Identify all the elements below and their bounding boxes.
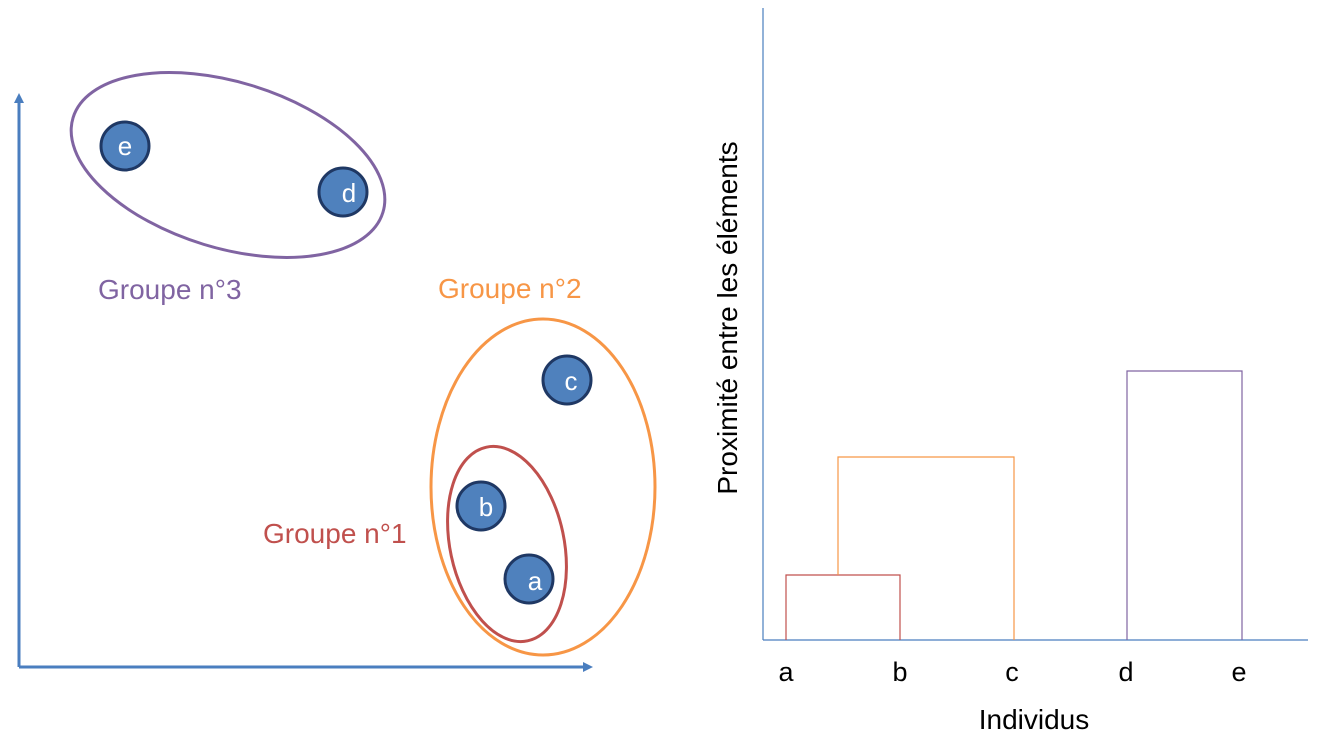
group-2-ellipse bbox=[429, 317, 657, 657]
point-b-label: b bbox=[479, 492, 493, 522]
point-a-label: a bbox=[528, 566, 543, 596]
leaf-label-a: a bbox=[778, 657, 794, 687]
dendrogram-axes bbox=[762, 8, 1308, 641]
scatter-points: e d c b a bbox=[99, 120, 593, 605]
point-b-marker bbox=[455, 480, 507, 532]
group-3-label: Groupe n°3 bbox=[98, 274, 242, 305]
leaf-label-c: c bbox=[1005, 657, 1019, 687]
dendrogram-y-axis-label: Proximité entre les éléments bbox=[712, 141, 743, 494]
group-ellipses bbox=[69, 71, 657, 657]
point-a-marker bbox=[503, 553, 555, 605]
branch-de bbox=[1126, 370, 1243, 640]
dendrogram-leaf-labels: a b c d e bbox=[778, 657, 1246, 687]
scatter-axes bbox=[14, 93, 593, 672]
point-a: a bbox=[503, 553, 555, 605]
point-c-marker bbox=[541, 354, 593, 406]
dendrogram-x-axis-label: Individus bbox=[979, 704, 1090, 735]
point-e-marker bbox=[99, 120, 151, 172]
dendrogram-branches bbox=[785, 370, 1243, 640]
point-e-label: e bbox=[118, 131, 132, 161]
point-d-label: d bbox=[342, 178, 356, 208]
branch-ab bbox=[785, 574, 901, 640]
leaf-label-b: b bbox=[892, 657, 907, 687]
group-1-label: Groupe n°1 bbox=[263, 518, 407, 549]
group-labels: Groupe n°3 Groupe n°2 Groupe n°1 bbox=[98, 273, 582, 549]
point-c: c bbox=[541, 354, 593, 406]
point-c-label: c bbox=[565, 366, 578, 396]
point-d-marker bbox=[317, 166, 369, 218]
group-1-ellipse bbox=[446, 444, 568, 644]
point-d: d bbox=[317, 166, 369, 218]
leaf-label-e: e bbox=[1231, 657, 1246, 687]
point-b: b bbox=[455, 480, 507, 532]
branch-abc bbox=[837, 456, 1015, 640]
group-2-label: Groupe n°2 bbox=[438, 273, 582, 304]
leaf-label-d: d bbox=[1118, 657, 1133, 687]
group-3-ellipse bbox=[69, 71, 387, 259]
point-e: e bbox=[99, 120, 151, 172]
